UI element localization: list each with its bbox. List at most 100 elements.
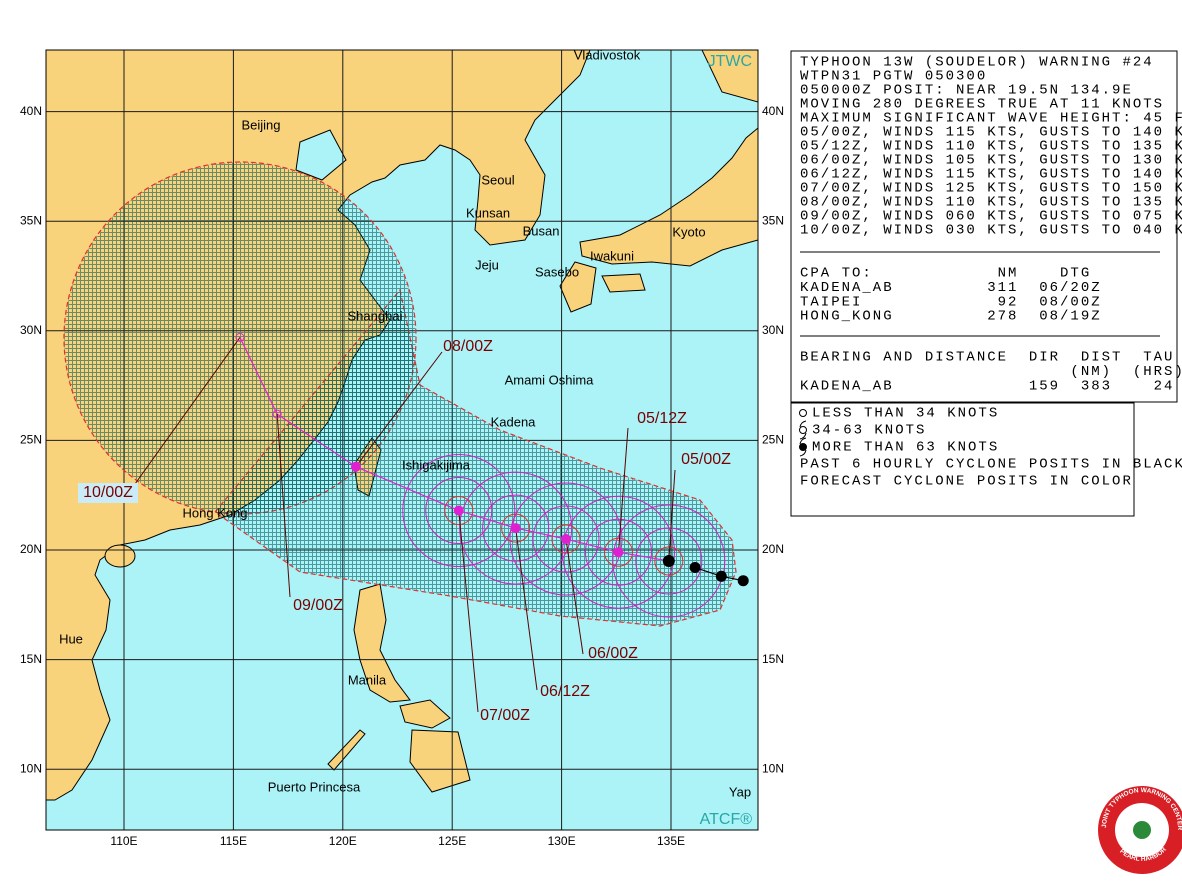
wind-radius-34kt <box>402 454 516 568</box>
map-labels: Vladivostok Beijing Seoul Kunsan Busan Kyoto I… <box>59 47 751 799</box>
warning-line: TYPHOON 13W (SOUDELOR) WARNING #24 <box>800 55 1154 71</box>
warning-line: 050000Z POSIT: NEAR 19.5N 134.9E <box>800 83 1133 99</box>
place-label: Vladivostok <box>574 47 641 62</box>
visayas <box>399 699 451 729</box>
warning-line: 06/00Z, WINDS 105 KTS, GUSTS TO 130 KTS <box>800 153 1182 169</box>
legend-symbols <box>799 409 807 457</box>
wind-radius-34kt <box>612 504 726 618</box>
symbol-weak <box>799 409 807 417</box>
forecast-position <box>272 409 282 419</box>
label-background <box>78 483 138 503</box>
warning-line: MAXIMUM SIGNIFICANT WAVE HEIGHT: 45 FEET <box>800 111 1182 127</box>
lat-label: 30N <box>762 323 784 337</box>
past-position <box>737 575 749 587</box>
wind-radius-64kt <box>654 546 684 576</box>
place-label: Puerto Princesa <box>268 779 361 794</box>
lat-label: 25N <box>762 433 784 447</box>
warning-line: 05/00Z, WINDS 115 KTS, GUSTS TO 140 KTS <box>800 125 1182 141</box>
leader-line <box>668 469 676 561</box>
leader-line <box>617 427 629 553</box>
forecast-time-label: 05/00Z <box>681 451 731 468</box>
kyushu <box>559 261 597 313</box>
lat-label: 40N <box>762 104 784 118</box>
place-label: Ishigakijima <box>402 457 471 472</box>
legend-line: LESS THAN 34 KNOTS <box>812 406 999 422</box>
forecast-position <box>453 505 464 516</box>
lat-label: 15N <box>762 652 784 666</box>
warning-line: 10/00Z, WINDS 030 KTS, GUSTS TO 040 KTS <box>800 223 1182 239</box>
wind-radius-64kt <box>444 496 474 526</box>
leader-line <box>565 538 584 655</box>
forecast-position <box>560 534 571 545</box>
lat-label: 30N <box>20 323 42 337</box>
bearing-line: BEARING AND DISTANCE DIR DIST TAU <box>800 350 1174 366</box>
leader-line <box>458 510 479 713</box>
symbol-typhoon-tail <box>799 437 807 457</box>
cpa-line: KADENA_AB 311 06/20Z <box>800 280 1102 296</box>
legend-line: PAST 6 HOURLY CYCLONE POSITS IN BLACK <box>800 457 1182 473</box>
palawan <box>327 729 366 771</box>
luzon <box>353 583 411 703</box>
wind-radius-50kt <box>532 505 600 573</box>
wind-radius-64kt <box>501 513 531 543</box>
forecast-track-line <box>239 337 669 562</box>
place-label: Seoul <box>481 172 514 187</box>
forecast-position <box>235 332 245 342</box>
lat-label: 20N <box>20 542 42 556</box>
past-position <box>689 562 701 574</box>
shikoku <box>601 273 646 293</box>
agency-tag: JTWC <box>708 53 752 70</box>
warning-line: 06/12Z, WINDS 115 KTS, GUSTS TO 140 KTS <box>800 167 1182 183</box>
bohai-sea <box>295 129 347 181</box>
lon-label: 110E <box>110 834 137 848</box>
place-label: Kadena <box>491 414 537 429</box>
wind-radius-50kt <box>482 494 550 562</box>
lat-label: 35N <box>762 213 784 227</box>
danger-fill <box>216 292 735 625</box>
warning-line: 05/12Z, WINDS 110 KTS, GUSTS TO 135 KTS <box>800 139 1182 155</box>
warning-line: WTPN31 PGTW 050300 <box>800 69 987 85</box>
place-label: Hue <box>59 631 83 646</box>
wind-radius-50kt <box>425 477 493 545</box>
place-label: Yap <box>729 784 751 799</box>
logo-globe <box>1133 821 1151 839</box>
forecast-position <box>510 523 521 534</box>
bearing-line: (NM) (HRS) <box>800 364 1182 380</box>
map <box>46 50 758 830</box>
forecast-time-label: 06/12Z <box>540 683 590 700</box>
mindanao <box>409 729 471 793</box>
leader-line <box>355 351 443 468</box>
lon-label: 125E <box>438 834 466 848</box>
forecast-time-label: 08/00Z <box>443 338 493 355</box>
lon-label: 120E <box>329 834 357 848</box>
cpa-line: HONG_KONG 278 08/19Z <box>800 309 1102 325</box>
lat-label: 40N <box>20 104 42 118</box>
legend-line: FORECAST CYCLONE POSITS IN COLOR <box>800 474 1133 490</box>
warning-box <box>790 50 1178 403</box>
forecast-time-label: 07/00Z <box>480 707 530 724</box>
legend-box <box>790 402 1135 517</box>
symbol-storm-tail <box>799 420 807 440</box>
map-frame <box>45 49 759 831</box>
place-label: Shanghai <box>348 308 403 323</box>
logo: JOINT TYPHOON WARNING CENTER PEARL HARBO… <box>1098 786 1182 874</box>
warning-line: 08/00Z, WINDS 110 KTS, GUSTS TO 135 KTS <box>800 195 1182 211</box>
past-position <box>715 570 727 582</box>
lat-label: 20N <box>762 542 784 556</box>
cpa-line: CPA TO: NM DTG <box>800 266 1091 282</box>
place-label: Sasebo <box>535 264 579 279</box>
forecast-position <box>613 547 624 558</box>
wind-radius-34kt <box>509 482 623 596</box>
leader-line <box>276 414 291 598</box>
wind-radius-34kt <box>459 471 573 585</box>
lon-label: 135E <box>657 834 685 848</box>
warning-line: MOVING 280 DEGREES TRUE AT 11 KNOTS <box>800 97 1164 113</box>
legend-line: 34-63 KNOTS <box>812 423 926 439</box>
leader-line <box>515 528 538 691</box>
symbol-typhoon <box>799 443 807 451</box>
place-label: Beijing <box>241 117 280 132</box>
honshu <box>579 127 758 267</box>
place-label: Jeju <box>475 257 499 272</box>
wind-radius-64kt <box>603 537 633 567</box>
